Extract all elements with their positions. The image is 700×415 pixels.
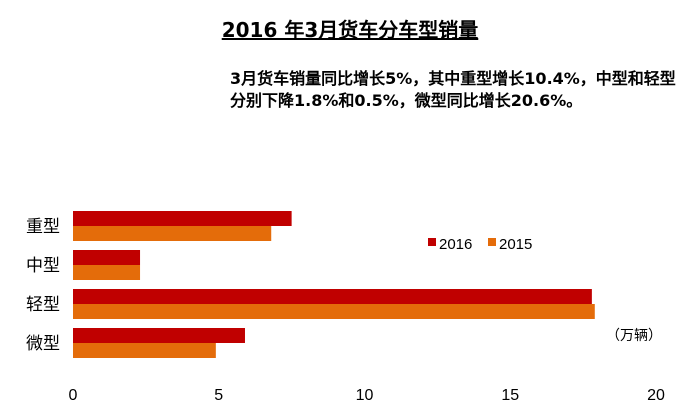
unit-label: （万辆） — [606, 328, 662, 344]
bar-2016-1 — [73, 211, 292, 226]
bar-2016-4 — [73, 328, 245, 343]
legend-swatch-2015 — [488, 238, 496, 246]
bar-2015-1 — [73, 226, 272, 241]
x-tick-label: 5 — [214, 387, 223, 404]
x-tick-label: 20 — [647, 387, 665, 404]
x-tick-label: 0 — [69, 387, 78, 404]
bar-2015-2 — [73, 265, 141, 280]
x-tick-label: 15 — [501, 387, 519, 404]
category-label: 中型 — [26, 256, 60, 276]
bar-2015-4 — [73, 343, 216, 358]
category-label: 重型 — [26, 217, 60, 237]
chart-title: 2016 年3月货车分车型销量 — [221, 18, 479, 42]
legend-label-2015: 2015 — [499, 236, 532, 253]
bar-2015-3 — [73, 304, 595, 319]
bar-2016-2 — [73, 250, 141, 265]
legend-label-2016: 2016 — [439, 236, 472, 253]
category-label: 轻型 — [26, 295, 60, 315]
legend-swatch-2016 — [428, 238, 436, 246]
x-tick-label: 10 — [356, 387, 374, 404]
category-label: 微型 — [26, 334, 60, 354]
annotation-text: 3月货车销量同比增长5%，其中重型增长10.4%，中型和轻型分别下降1.8%和0… — [230, 69, 676, 110]
bar-2016-3 — [73, 289, 592, 304]
